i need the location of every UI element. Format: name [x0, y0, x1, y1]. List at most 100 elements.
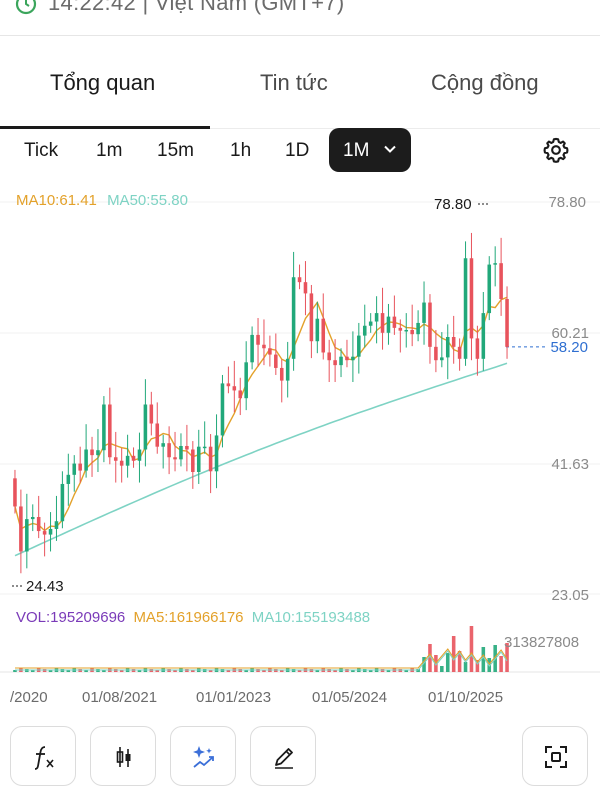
- volume-bar: [191, 670, 195, 672]
- gear-icon[interactable]: [542, 136, 570, 164]
- candle-up: [66, 453, 71, 506]
- volume-bar: [440, 666, 444, 672]
- candle-style-button[interactable]: [90, 726, 156, 786]
- indicator-button[interactable]: [10, 726, 76, 786]
- candle-down: [505, 286, 509, 359]
- volume-bar: [137, 670, 142, 672]
- volume-ma10-value: MA10:155193488: [251, 609, 371, 626]
- volume-bar: [386, 670, 391, 672]
- candle-down: [149, 391, 154, 436]
- candle-up: [214, 414, 219, 489]
- candle-up: [84, 424, 88, 478]
- candle-down: [428, 294, 432, 364]
- volume-bar: [428, 644, 432, 672]
- candle-up: [196, 429, 201, 484]
- volume-bar: [315, 670, 320, 672]
- draw-button[interactable]: [250, 726, 316, 786]
- candle-up: [440, 332, 444, 368]
- candle-down: [113, 431, 118, 483]
- volume-bar: [226, 670, 231, 672]
- candle-down: [232, 360, 237, 413]
- timeframe-15m[interactable]: 15m: [157, 140, 194, 161]
- candle-down: [226, 366, 231, 394]
- volume-legend: VOL:195209696 MA5:161966176 MA10:1551934…: [16, 609, 374, 626]
- candle-down: [380, 287, 385, 350]
- price-chart[interactable]: 78.80 60.21 41.63 23.05 78.80 24.43 58.2…: [0, 190, 600, 710]
- candle-up: [179, 433, 183, 467]
- volume-bar: [469, 626, 474, 672]
- volume-bar: [119, 670, 124, 672]
- candle-up: [339, 348, 343, 378]
- timeframe-1M-dropdown[interactable]: 1M: [329, 128, 411, 172]
- volume-bar: [30, 670, 35, 672]
- candle-down: [208, 434, 213, 494]
- tab-tong-quan[interactable]: Tổng quan: [50, 70, 156, 95]
- volume-bar: [487, 658, 492, 672]
- volume-bar: [279, 670, 284, 672]
- volume-bar: [499, 656, 503, 672]
- candle-down: [131, 447, 136, 468]
- candle-up: [72, 455, 77, 492]
- candle-down: [36, 495, 41, 539]
- timeframe-tick[interactable]: Tick: [24, 140, 59, 161]
- status-text: 14:22:42 | Việt Nam (GMT+7): [48, 0, 345, 15]
- timeframe-1m[interactable]: 1m: [96, 140, 123, 161]
- candle-up: [143, 379, 148, 467]
- candle-down: [303, 261, 308, 316]
- function-fx-icon: [34, 746, 54, 770]
- tab-cong-dong[interactable]: Cộng đồng: [431, 70, 539, 95]
- volume-bar: [451, 636, 456, 672]
- candle-up: [357, 322, 361, 374]
- candle-up: [481, 292, 486, 371]
- timeframe-bar: Tick 1m 15m 1h 1D 1M: [0, 128, 600, 172]
- candle-up: [351, 331, 355, 383]
- volume-bar: [173, 670, 177, 672]
- price-axis-tick: 78.80: [548, 194, 586, 211]
- candle-up: [96, 429, 100, 473]
- candle-down: [321, 293, 326, 360]
- volume-bar: [475, 660, 480, 672]
- candle-down: [499, 237, 503, 316]
- chart-toolbar: [0, 726, 600, 790]
- candle-up: [404, 313, 409, 348]
- candle-down: [78, 446, 82, 483]
- candle-down: [469, 232, 474, 361]
- candle-down: [173, 431, 177, 472]
- candle-down: [256, 318, 260, 367]
- candle-down: [90, 436, 94, 477]
- volume-ma5-line: [15, 648, 508, 669]
- x-axis-tick: 01/10/2025: [428, 689, 503, 706]
- volume-bar: [333, 670, 337, 672]
- chevron-down-icon: [384, 145, 396, 153]
- volume-bar: [505, 643, 509, 672]
- candle-up: [487, 256, 492, 321]
- timeframe-1d[interactable]: 1D: [285, 140, 310, 161]
- timeframe-selected-label: 1M: [343, 140, 370, 161]
- x-axis-tick: 01/08/2021: [82, 689, 157, 706]
- tab-tin-tuc[interactable]: Tin tức: [260, 70, 328, 95]
- timeframe-1h[interactable]: 1h: [230, 140, 252, 161]
- volume-bar: [244, 670, 248, 672]
- candle-style-icon: [116, 747, 131, 767]
- candle-up: [54, 495, 59, 541]
- candle-up: [220, 374, 225, 448]
- candle-down: [434, 329, 438, 373]
- fullscreen-button[interactable]: [522, 726, 588, 786]
- ma50-value: MA50:55.80: [107, 192, 188, 209]
- price-axis-tick: 41.63: [551, 456, 589, 473]
- volume-bar: [445, 653, 450, 672]
- candle-up: [137, 432, 142, 483]
- candle-down: [185, 424, 189, 472]
- fullscreen-scan-icon: [545, 746, 567, 768]
- candle-up: [422, 281, 426, 345]
- ma10-value: MA10:61.41: [16, 192, 97, 209]
- candle-up: [161, 434, 165, 469]
- x-axis-tick: 01/01/2023: [196, 689, 271, 706]
- ai-trend-button[interactable]: [170, 726, 236, 786]
- candle-down: [327, 339, 331, 383]
- draw-pen-icon: [275, 748, 293, 769]
- volume-bar: [48, 670, 53, 672]
- candle-up: [48, 512, 53, 552]
- candle-up: [362, 304, 367, 348]
- candle-down: [345, 339, 349, 368]
